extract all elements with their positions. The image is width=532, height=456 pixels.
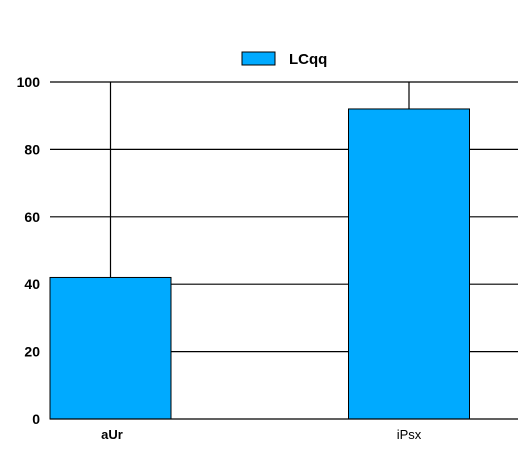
bar-aUr (49, 276, 172, 420)
y-tick-label: 80 (24, 141, 40, 157)
y-tick-label: 0 (32, 411, 40, 427)
x-tick-labels: aUr iPsx (101, 427, 422, 442)
legend: LCqq (241, 51, 327, 68)
y-tick-label: 60 (24, 209, 40, 225)
whiskers (109, 82, 410, 278)
bar-iPsx (348, 108, 470, 420)
y-tick-labels: 0 20 40 60 80 100 (17, 74, 41, 427)
x-tick-label-iPsx: iPsx (397, 427, 422, 442)
legend-swatch (241, 51, 276, 66)
y-tick-label: 40 (24, 276, 40, 292)
y-tick-label: 100 (17, 74, 41, 90)
legend-label: LCqq (289, 51, 327, 68)
y-tick-label: 20 (24, 344, 40, 360)
x-tick-label-aUr: aUr (101, 427, 123, 442)
bars (49, 108, 470, 420)
